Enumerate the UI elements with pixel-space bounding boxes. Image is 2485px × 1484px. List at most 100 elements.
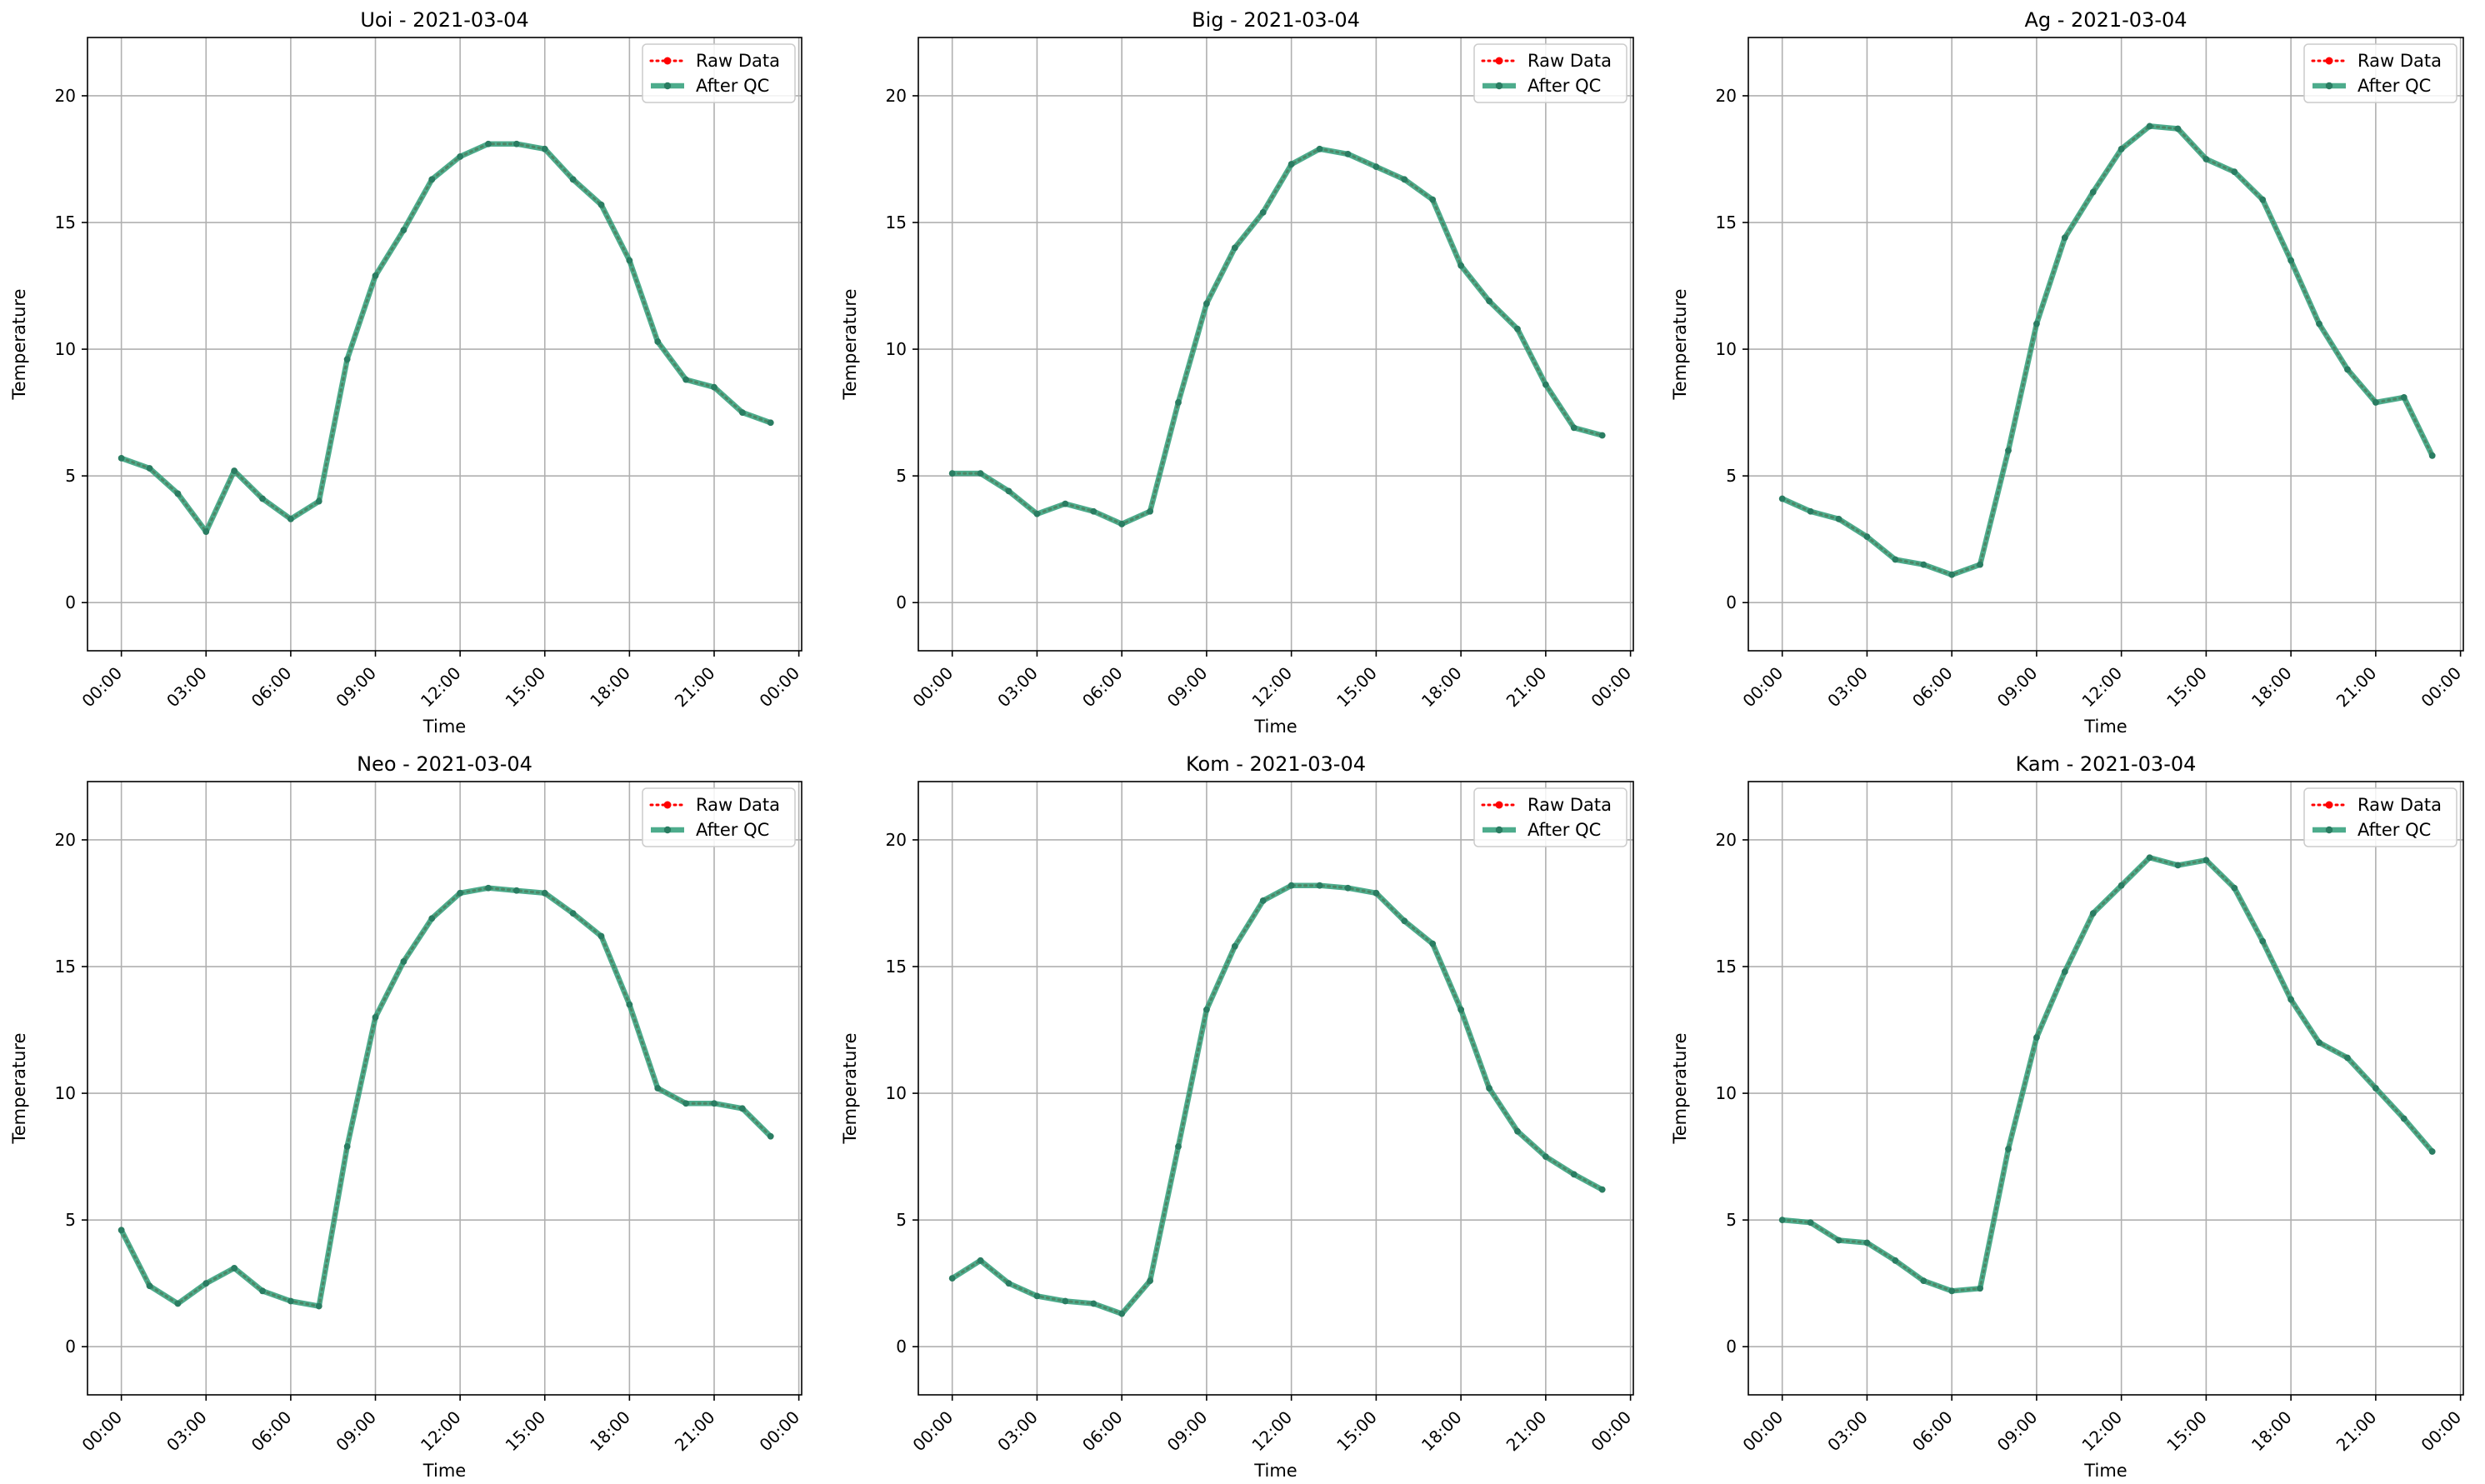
data-point-qc <box>400 958 408 965</box>
data-point-qc <box>2174 862 2182 869</box>
data-point-qc <box>118 1227 125 1234</box>
x-tick-label: 21:00 <box>2332 1407 2381 1456</box>
data-point-qc <box>1486 297 1492 305</box>
data-point-qc <box>654 338 662 345</box>
data-point-qc <box>1203 300 1210 307</box>
x-tick-label: 00:00 <box>1587 1407 1635 1456</box>
data-point-qc <box>948 1275 956 1282</box>
chart-title: Kom - 2021-03-04 <box>1186 752 1366 776</box>
legend-marker-raw <box>663 801 672 809</box>
data-point-qc <box>2033 1034 2040 1042</box>
x-tick-label: 18:00 <box>1418 1407 1466 1456</box>
y-tick-label: 15 <box>55 957 76 977</box>
data-point-qc <box>1486 1085 1492 1092</box>
data-point-qc <box>1344 884 1352 892</box>
data-point-qc <box>738 1105 746 1112</box>
chart-title: Kam - 2021-03-04 <box>2016 752 2197 776</box>
data-point-qc <box>1005 487 1012 495</box>
data-point-qc <box>1542 381 1549 388</box>
data-point-qc <box>1033 1292 1041 1300</box>
axes-frame <box>87 781 802 1396</box>
axes-frame <box>918 781 1634 1396</box>
data-point-qc <box>626 1001 633 1008</box>
data-point-qc <box>1316 145 1323 152</box>
x-tick-label: 03:00 <box>993 1407 1042 1456</box>
data-point-qc <box>2316 1039 2322 1047</box>
data-point-qc <box>1062 500 1069 507</box>
series-line-after-qc <box>1782 854 2435 1294</box>
data-point-qc <box>1835 1237 1842 1244</box>
data-point-qc <box>1118 1310 1126 1317</box>
data-point-qc <box>767 1132 774 1140</box>
subplot-3: Ag - 2021-03-04 0 5 10 15 20 00:00 03:00 06:00 09… <box>1670 8 2465 737</box>
legend-marker-qc <box>663 826 672 834</box>
data-point-qc <box>1458 262 1465 269</box>
data-point-qc <box>1288 161 1295 167</box>
data-point-qc <box>1948 571 1956 578</box>
data-point-qc <box>1598 1186 1606 1193</box>
legend-marker-qc <box>2325 82 2333 90</box>
x-tick-label: 00:00 <box>755 663 803 712</box>
data-point-qc <box>1005 1280 1012 1287</box>
x-tick-label: 03:00 <box>1823 1407 1872 1456</box>
y-tick-label: 10 <box>886 339 907 359</box>
data-point-qc <box>1147 1277 1153 1285</box>
data-point-qc <box>1175 1143 1182 1150</box>
y-tick-label: 5 <box>1726 1210 1737 1230</box>
data-point-qc <box>1344 151 1352 157</box>
subplot-2: Big - 2021-03-04 0 5 10 15 20 00:00 03:00 06:00 0… <box>840 8 1635 737</box>
data-point-qc <box>1948 1287 1956 1295</box>
data-point-qc <box>1231 942 1238 950</box>
y-tick-label: 10 <box>1716 1083 1737 1103</box>
x-tick-label: 15:00 <box>1332 1407 1381 1456</box>
data-point-qc <box>1598 432 1606 439</box>
x-tick-label: 12:00 <box>2078 1407 2126 1456</box>
data-point-qc <box>1892 556 1899 563</box>
data-point-qc <box>2231 884 2238 892</box>
x-tick-label: 09:00 <box>1993 1407 2042 1456</box>
data-point-qc <box>1429 196 1437 203</box>
data-point-qc <box>569 910 577 917</box>
x-tick-label: 18:00 <box>586 663 634 712</box>
data-point-qc <box>2146 122 2153 130</box>
y-axis-label: Temperature <box>1670 1032 1690 1144</box>
y-tick-label: 10 <box>55 339 76 359</box>
x-tick-label: 21:00 <box>1502 1407 1551 1456</box>
series-line-after-qc <box>120 141 772 535</box>
data-point-qc <box>2231 168 2238 176</box>
data-point-qc <box>2428 452 2436 459</box>
y-tick-label: 20 <box>55 830 76 850</box>
x-tick-label: 06:00 <box>1078 1407 1127 1456</box>
legend-marker-raw <box>1495 801 1503 809</box>
data-point-qc <box>1920 561 1928 568</box>
y-axis-label: Temperature <box>9 1032 29 1144</box>
data-point-qc <box>2344 366 2351 373</box>
data-point-qc <box>1033 510 1041 517</box>
x-tick-label: 03:00 <box>993 663 1042 712</box>
y-axis-label: Temperature <box>9 288 29 400</box>
data-point-qc <box>1372 163 1380 171</box>
x-axis-label: Time <box>1253 717 1297 737</box>
data-point-qc <box>372 1013 379 1021</box>
y-tick-label: 5 <box>1726 466 1737 486</box>
data-point-qc <box>1175 399 1182 406</box>
data-point-qc <box>1401 917 1408 925</box>
y-axis-label: Temperature <box>840 1032 860 1144</box>
data-point-qc <box>231 1265 238 1272</box>
data-point-qc <box>118 454 125 462</box>
x-axis-label: Time <box>422 717 466 737</box>
x-axis-label: Time <box>1253 1461 1297 1481</box>
data-point-qc <box>1514 325 1521 332</box>
data-point-qc <box>2428 1148 2436 1155</box>
data-point-qc <box>598 201 605 208</box>
y-tick-label: 20 <box>886 830 907 850</box>
x-tick-label: 00:00 <box>909 1407 958 1456</box>
data-point-qc <box>977 470 984 477</box>
x-tick-label: 15:00 <box>502 1407 550 1456</box>
x-tick-label: 00:00 <box>909 663 958 712</box>
data-point-qc <box>1203 1006 1210 1013</box>
y-tick-label: 0 <box>65 1337 76 1357</box>
data-point-qc <box>1863 533 1871 541</box>
series-line-raw-data <box>120 142 772 535</box>
data-point-qc <box>2259 937 2267 945</box>
